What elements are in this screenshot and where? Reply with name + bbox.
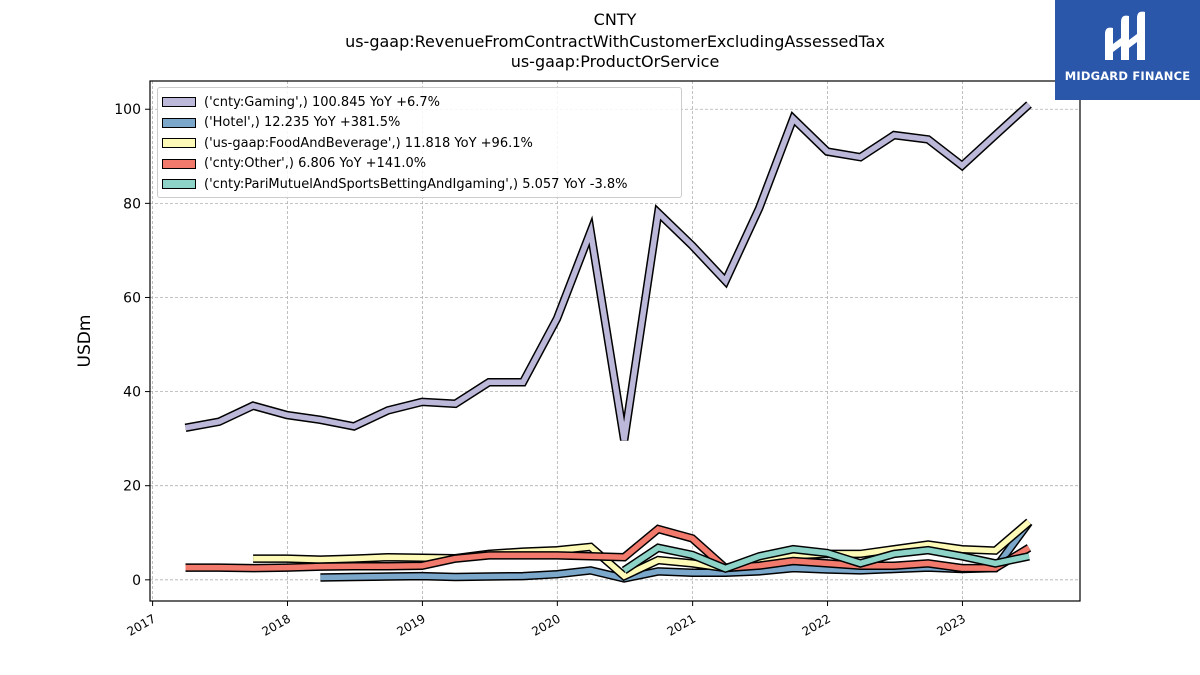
y-tick-label: 80 — [123, 196, 141, 212]
y-tick-label: 100 — [114, 102, 141, 118]
legend: ('cnty:Gaming',) 100.845 YoY +6.7% ('Hote… — [157, 87, 682, 198]
logo-mark-icon — [1105, 11, 1145, 61]
legend-entry: ('cnty:PariMutuelAndSportsBettingAndIgam… — [162, 174, 681, 195]
legend-swatch — [162, 179, 196, 190]
x-tick-label: 2021 — [665, 611, 698, 638]
y-tick-label: 20 — [123, 479, 141, 495]
y-tick-label: 60 — [123, 290, 141, 306]
legend-swatch — [162, 138, 196, 149]
logo-text: MIDGARD FINANCE — [1064, 69, 1191, 83]
legend-entry: ('cnty:Other',) 6.806 YoY +141.0% — [162, 154, 681, 175]
x-tick-label: 2018 — [260, 611, 293, 638]
legend-entry: ('Hotel',) 12.235 YoY +381.5% — [162, 113, 681, 134]
legend-label: ('cnty:PariMutuelAndSportsBettingAndIgam… — [204, 176, 628, 192]
y-tick-label: 0 — [132, 573, 141, 589]
y-tick-label: 40 — [123, 385, 141, 401]
legend-swatch — [162, 117, 196, 128]
legend-entry: ('us-gaap:FoodAndBeverage',) 11.818 YoY … — [162, 133, 681, 154]
x-tick-label: 2019 — [394, 611, 427, 638]
legend-swatch — [162, 97, 196, 108]
legend-entry: ('cnty:Gaming',) 100.845 YoY +6.7% — [162, 92, 681, 113]
y-axis-label: USDm — [75, 315, 95, 368]
midgard-finance-logo: MIDGARD FINANCE — [1055, 0, 1200, 100]
x-tick-label: 2022 — [800, 611, 833, 638]
series-line — [253, 519, 1031, 580]
series-line — [185, 102, 1031, 441]
chart-title-line-1: CNTY — [593, 10, 637, 29]
legend-label: ('Hotel',) 12.235 YoY +381.5% — [204, 115, 401, 131]
x-tick-label: 2023 — [935, 611, 968, 638]
series-lines — [184, 101, 1033, 583]
series-line — [622, 544, 1030, 573]
chart-title-line-3: us-gaap:ProductOrService — [510, 52, 720, 71]
series-line — [185, 525, 1031, 571]
x-tick-label: 2020 — [529, 611, 562, 638]
chart-title-line-2: us-gaap:RevenueFromContractWithCustomerE… — [345, 32, 885, 51]
legend-label: ('cnty:Other',) 6.806 YoY +141.0% — [204, 156, 427, 172]
legend-label: ('us-gaap:FoodAndBeverage',) 11.818 YoY … — [204, 135, 533, 151]
x-tick-label: 2017 — [125, 611, 158, 638]
plot-frame — [149, 80, 1081, 602]
legend-swatch — [162, 158, 196, 169]
legend-label: ('cnty:Gaming',) 100.845 YoY +6.7% — [204, 94, 441, 110]
